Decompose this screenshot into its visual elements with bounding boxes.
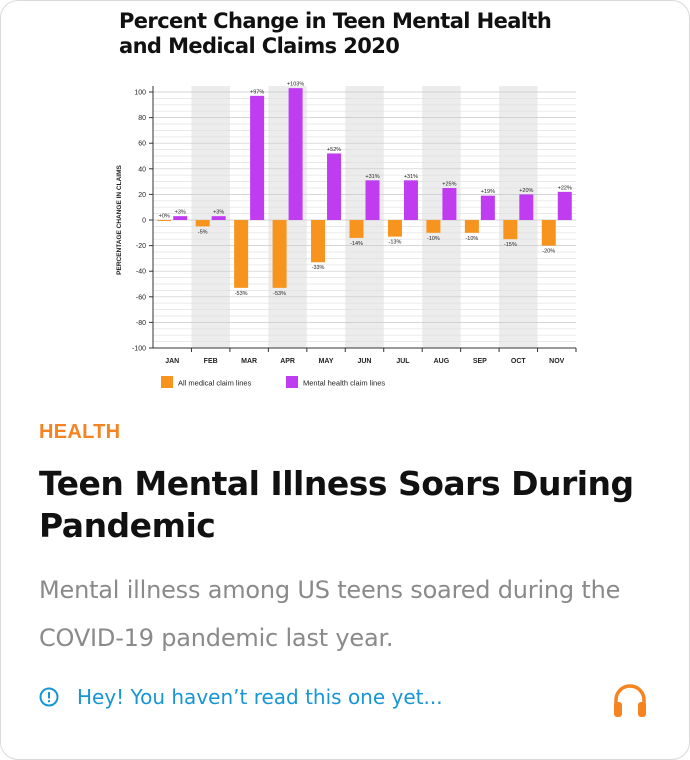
unread-notice-text: Hey! You haven’t read this one yet... <box>77 685 443 709</box>
bar-mental-feb <box>211 216 226 220</box>
y-tick-label: 80 <box>138 115 146 122</box>
article-summary: Mental illness among US teens soared dur… <box>39 576 621 652</box>
data-label: -20% <box>542 249 555 255</box>
headphones-icon[interactable] <box>611 683 649 719</box>
x-tick-label: APR <box>280 358 295 365</box>
x-tick-label: FEB <box>204 358 218 365</box>
x-tick-label: JUN <box>357 358 371 365</box>
chart-title-line1: Percent Change in Teen Mental Health <box>119 9 552 33</box>
bar-mental-aug <box>442 188 457 220</box>
data-label: +31% <box>404 174 418 180</box>
bar-mental-mar <box>250 95 265 220</box>
data-label: +20% <box>519 188 533 194</box>
x-tick-label: SEP <box>473 358 487 365</box>
bar-mental-apr <box>288 88 303 220</box>
chart-title-line2: and Medical Claims 2020 <box>119 34 400 58</box>
x-tick-label: MAY <box>319 358 334 365</box>
bar-medical-jul <box>387 220 402 237</box>
legend-label: Mental health claim lines <box>303 379 385 388</box>
y-tick-label: -100 <box>132 346 146 353</box>
data-label: -5% <box>198 229 208 235</box>
chart-title: Percent Change in Teen Mental Health and… <box>119 9 639 59</box>
data-label: -13% <box>389 240 402 246</box>
bar-medical-jun <box>349 220 364 238</box>
data-label: -10% <box>465 236 478 242</box>
article-category[interactable]: HEALTH <box>39 421 121 443</box>
y-tick-label: 0 <box>142 218 146 225</box>
data-label: +103% <box>287 82 304 88</box>
data-label: +31% <box>365 174 379 180</box>
y-tick-label: 20 <box>138 192 146 199</box>
y-tick-label: -40 <box>136 269 146 276</box>
unread-notice[interactable]: Hey! You haven’t read this one yet... <box>39 685 443 709</box>
bar-medical-nov <box>541 220 556 246</box>
bar-mental-oct <box>519 194 534 220</box>
y-axis-label: PERCENTAGE CHANGE IN CLAIMS <box>116 165 123 275</box>
bar-mental-jul <box>403 180 418 220</box>
bar-mental-nov <box>557 191 572 220</box>
x-tick-label: AUG <box>434 358 450 365</box>
bar-medical-oct <box>503 220 518 240</box>
y-tick-label: -80 <box>136 320 146 327</box>
x-tick-label: JAN <box>165 358 179 365</box>
bar-medical-jan <box>157 220 172 221</box>
bar-mental-jan <box>173 216 188 220</box>
data-label: -53% <box>273 291 286 297</box>
bar-mental-may <box>327 153 342 220</box>
bar-medical-apr <box>272 220 287 288</box>
info-circle-icon <box>39 687 59 707</box>
bar-medical-may <box>311 220 326 263</box>
x-tick-label: JUL <box>396 358 410 365</box>
x-tick-label: MAR <box>241 358 257 365</box>
data-label: +52% <box>327 147 341 153</box>
bar-medical-mar <box>234 220 249 288</box>
bar-chart: 100 80 60 40 20 0 -20 -40 -60 -80 -100 PERCENTAGE C… <box>116 82 577 388</box>
data-label: +0% <box>159 214 170 220</box>
article-headline[interactable]: Teen Mental Illness Soars During Pandemi… <box>39 464 634 545</box>
chart-image: Percent Change in Teen Mental Health and… <box>1 1 689 411</box>
legend-swatch <box>286 376 298 388</box>
data-label: -33% <box>312 265 325 271</box>
bar-medical-sep <box>464 220 479 233</box>
data-label: +3% <box>213 210 224 216</box>
y-tick-label: -20 <box>136 243 146 250</box>
bar-mental-sep <box>480 195 495 220</box>
y-tick-label: 60 <box>138 141 146 148</box>
data-label: +22% <box>558 185 572 191</box>
data-label: +97% <box>250 89 264 95</box>
data-label: -53% <box>235 291 248 297</box>
y-tick-label: 100 <box>134 90 146 97</box>
data-label: -15% <box>504 242 517 248</box>
data-label: +25% <box>442 182 456 188</box>
y-tick-label: -60 <box>136 294 146 301</box>
legend-swatch <box>161 376 173 388</box>
data-label: -10% <box>427 236 440 242</box>
bar-mental-jun <box>365 180 380 220</box>
bar-medical-feb <box>195 220 210 227</box>
data-label: -14% <box>350 241 363 247</box>
x-tick-label: NOV <box>549 358 565 365</box>
data-label: +19% <box>481 189 495 195</box>
legend-label: All medical claim lines <box>178 379 252 388</box>
bar-medical-aug <box>426 220 441 233</box>
y-tick-label: 40 <box>138 166 146 173</box>
data-label: +3% <box>175 210 186 216</box>
x-tick-label: OCT <box>511 358 527 365</box>
